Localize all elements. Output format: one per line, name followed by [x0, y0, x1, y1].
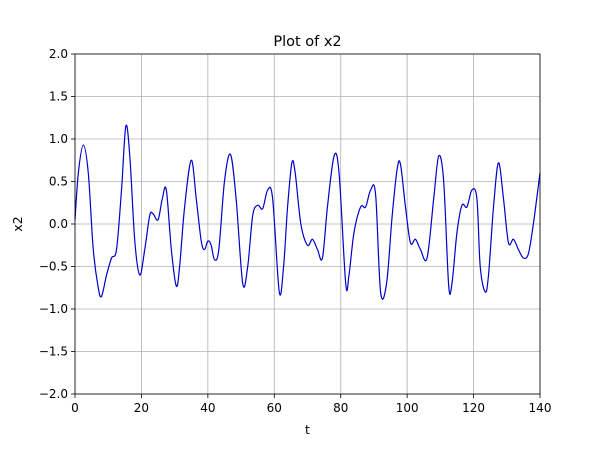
series-line-x2 — [74, 124, 541, 300]
y-tick-label: 1.5 — [49, 90, 68, 104]
x-tick-label: 60 — [267, 401, 282, 415]
y-tick-label: −1.0 — [39, 302, 68, 316]
x-tick-label: 20 — [134, 401, 149, 415]
chart-title: Plot of x2 — [273, 34, 341, 50]
x-axis: 0 20 40 60 80 100 120 140 — [71, 394, 551, 415]
y-axis: −2.0 −1.5 −1.0 −0.5 0.0 0.5 1.0 1.5 2.0 — [39, 47, 75, 401]
x-tick-label: 100 — [396, 401, 419, 415]
y-tick-label: −0.5 — [39, 260, 68, 274]
x-tick-label: 40 — [200, 401, 215, 415]
x-tick-label: 0 — [71, 401, 79, 415]
y-axis-label: x2 — [10, 216, 25, 231]
y-tick-label: 1.0 — [49, 132, 68, 146]
x-axis-label: t — [305, 422, 310, 437]
y-tick-label: 2.0 — [49, 47, 68, 61]
y-tick-label: 0.5 — [49, 175, 68, 189]
grid — [74, 53, 541, 395]
y-tick-label: 0.0 — [49, 217, 68, 231]
y-tick-label: −2.0 — [39, 387, 68, 401]
x-tick-label: 140 — [529, 401, 552, 415]
x-tick-label: 80 — [333, 401, 348, 415]
x-tick-label: 120 — [462, 401, 485, 415]
y-tick-label: −1.5 — [39, 345, 68, 359]
